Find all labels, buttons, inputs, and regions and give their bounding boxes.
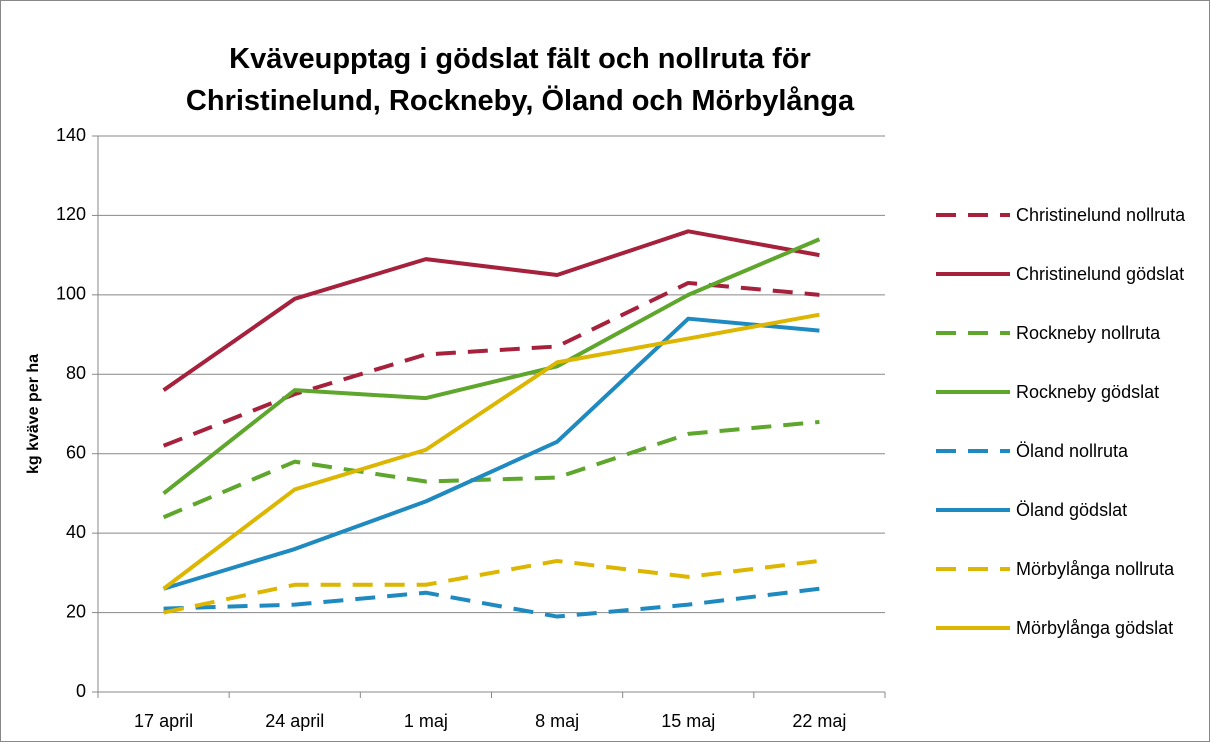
y-tick-label: 0 bbox=[76, 681, 86, 701]
legend-item: Mörbylånga nollruta bbox=[930, 544, 1210, 604]
legend-swatch bbox=[936, 272, 1010, 276]
y-axis-label: kg kväve per ha bbox=[25, 354, 42, 474]
legend-swatch bbox=[936, 213, 1010, 217]
x-tick-label: 24 april bbox=[265, 711, 324, 731]
y-tick-label: 140 bbox=[56, 125, 86, 145]
legend-label: Christinelund nollruta bbox=[1016, 205, 1186, 225]
legend-item: Christinelund nollruta bbox=[930, 190, 1210, 250]
legend-label: Mörbylånga gödslat bbox=[1016, 618, 1174, 638]
legend-item: Öland nollruta bbox=[930, 426, 1210, 486]
series-line bbox=[162, 237, 821, 496]
legend-label: Mörbylånga nollruta bbox=[1016, 559, 1175, 579]
legend-item: Rockneby gödslat bbox=[930, 367, 1210, 427]
series-line bbox=[162, 312, 820, 591]
series-line bbox=[163, 586, 820, 619]
y-tick-label: 40 bbox=[66, 522, 86, 542]
series-line bbox=[163, 316, 820, 591]
legend-item: Öland gödslat bbox=[930, 485, 1210, 545]
legend-label: Rockneby nollruta bbox=[1016, 323, 1161, 343]
chart-title: Kväveupptag i gödslat fält och nollruta … bbox=[185, 43, 855, 117]
legend-item: Rockneby nollruta bbox=[930, 308, 1210, 368]
x-tick-label: 8 maj bbox=[535, 711, 579, 731]
series-line bbox=[162, 229, 820, 392]
legend-item: Mörbylånga gödslat bbox=[930, 603, 1210, 663]
x-tick-label: 22 maj bbox=[792, 711, 846, 731]
legend-label: Öland gödslat bbox=[1016, 500, 1128, 520]
legend-swatch bbox=[936, 626, 1010, 630]
y-tick-label: 20 bbox=[66, 601, 86, 621]
y-tick-label: 100 bbox=[56, 284, 86, 304]
y-tick-label: 80 bbox=[66, 363, 86, 383]
x-tick-label: 15 maj bbox=[661, 711, 715, 731]
x-tick-label: 1 maj bbox=[404, 711, 448, 731]
x-tick-label: 17 april bbox=[134, 711, 193, 731]
legend-swatch bbox=[936, 449, 1010, 453]
legend-label: Christinelund gödslat bbox=[1016, 264, 1185, 284]
legend-swatch bbox=[936, 390, 1010, 394]
series-line bbox=[162, 280, 820, 448]
legend-item: Christinelund gödslat bbox=[930, 249, 1210, 309]
legend-label: Öland nollruta bbox=[1016, 441, 1129, 461]
legend-swatch bbox=[936, 331, 1010, 335]
series-line bbox=[163, 558, 820, 615]
legend-swatch bbox=[936, 508, 1010, 512]
y-tick-label: 60 bbox=[66, 442, 86, 462]
legend-swatch bbox=[936, 567, 1010, 571]
y-tick-label: 120 bbox=[56, 204, 86, 224]
legend-label: Rockneby gödslat bbox=[1016, 382, 1160, 402]
